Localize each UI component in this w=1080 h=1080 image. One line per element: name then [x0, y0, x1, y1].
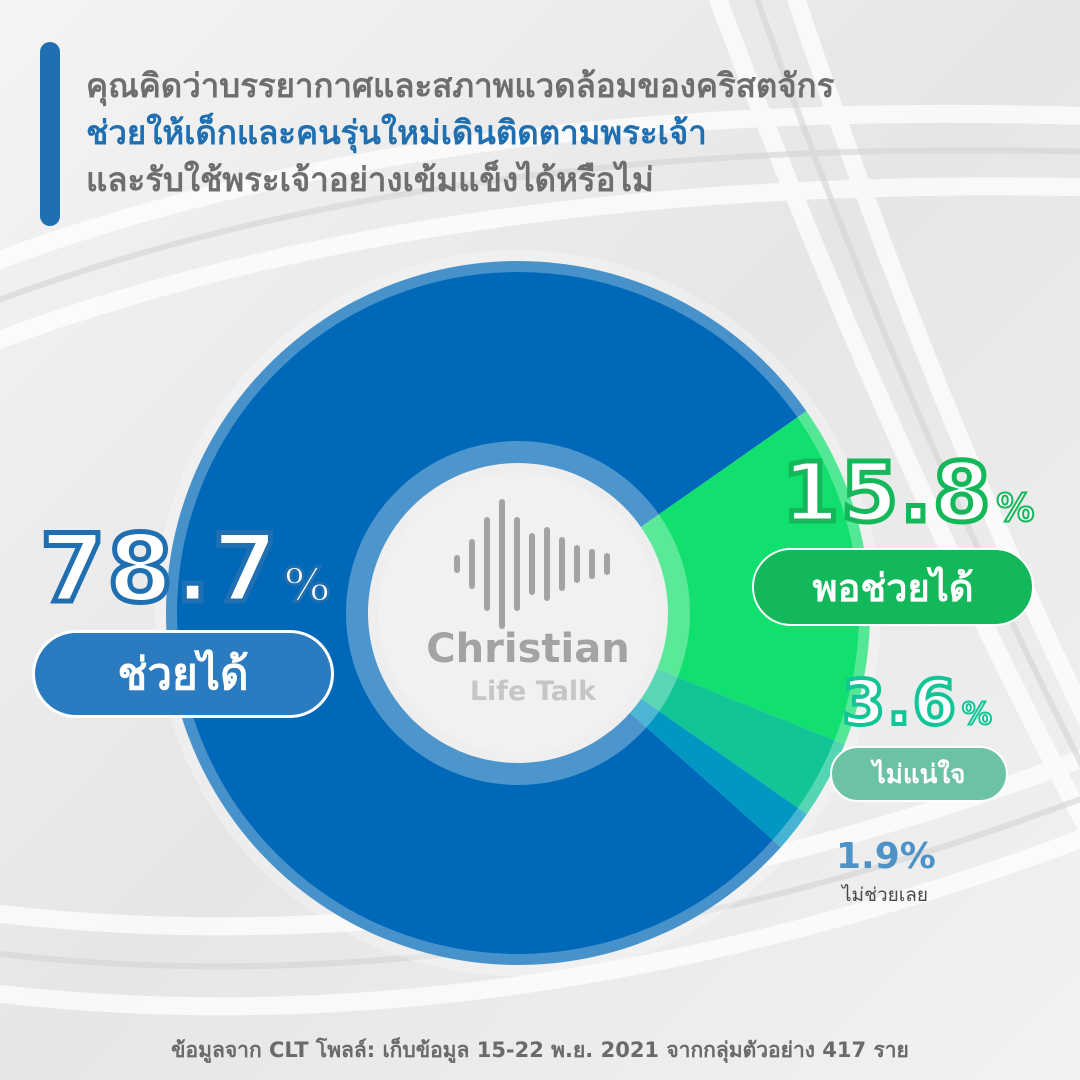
- no-help-percent: 1.9%: [836, 836, 936, 877]
- page-title: คุณคิดว่าบรรยากาศและสภาพแวดล้อมของคริสตจ…: [86, 62, 1066, 203]
- unsure-percent-value: 3.6: [840, 664, 958, 741]
- unsure-label-pill: ไม่แน่ใจ: [830, 746, 1008, 802]
- somewhat-label: พอช่วยได้: [812, 565, 974, 610]
- unsure-percent-sign: %: [961, 696, 994, 733]
- somewhat-percent-sign: %: [995, 485, 1037, 531]
- title-line-3: และรับใช้พระเจ้าอย่างเข้มแข็งได้หรือไม่: [86, 160, 654, 199]
- title-line-2: ช่วยให้เด็กและคนรุ่นใหม่เดินติดตามพระเจ้…: [86, 113, 707, 152]
- helps-percent-sign: %: [282, 557, 333, 614]
- helps-percent: 78.7%: [38, 513, 333, 627]
- slice-unsure: [641, 668, 845, 815]
- unsure-label: ไม่แน่ใจ: [872, 759, 966, 790]
- somewhat-percent: 15.8%: [779, 444, 1037, 544]
- center-hole: [378, 473, 658, 753]
- somewhat-label-pill: พอช่วยได้: [752, 548, 1034, 626]
- logo-line-2: Life Talk: [470, 676, 597, 707]
- title-accent-bar: [40, 42, 60, 226]
- helps-percent-value: 78.7: [38, 513, 281, 627]
- somewhat-percent-value: 15.8: [779, 444, 993, 544]
- no-help-label: ไม่ช่วยเลย: [842, 884, 929, 906]
- slice-no-help: [630, 698, 807, 848]
- source-footer: ข้อมูลจาก CLT โพลล์: เก็บข้อมูล 15-22 พ.…: [171, 1038, 909, 1062]
- title-line-1: คุณคิดว่าบรรยากาศและสภาพแวดล้อมของคริสตจ…: [86, 66, 835, 105]
- logo-line-1: Christian: [426, 626, 629, 672]
- slice-helps: [165, 261, 807, 966]
- waveform-icon: [454, 499, 610, 629]
- helps-label-pill: ช่วยได้: [32, 630, 334, 718]
- unsure-percent: 3.6%: [840, 664, 994, 741]
- helps-label: ช่วยได้: [117, 649, 249, 700]
